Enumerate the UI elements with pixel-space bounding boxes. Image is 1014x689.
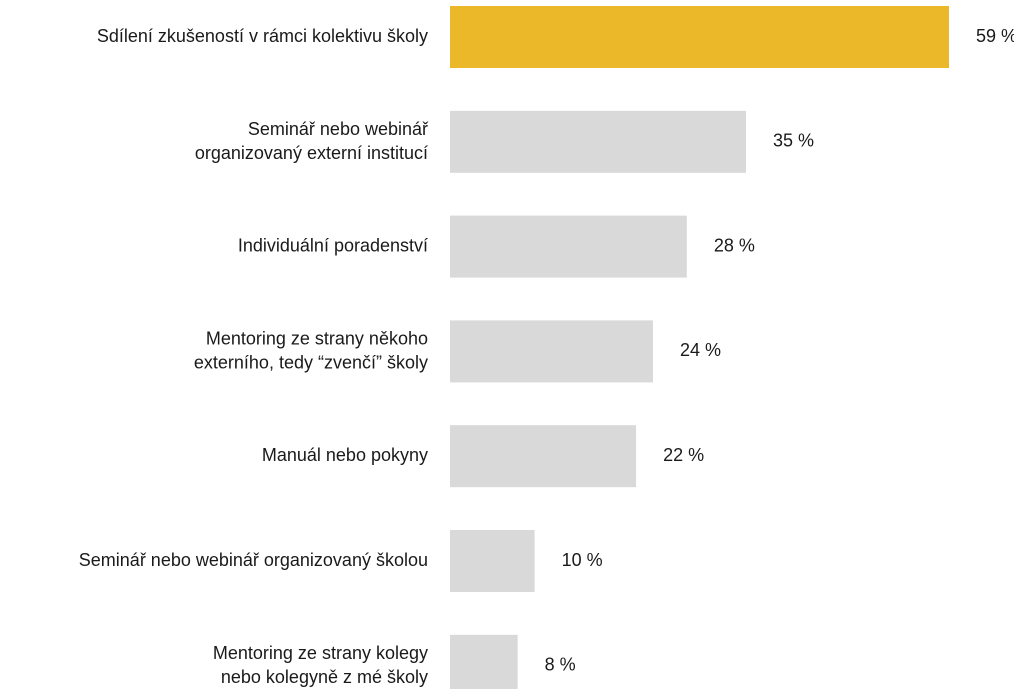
value-label: 59 % (976, 26, 1014, 46)
category-label-line: Seminář nebo webinář (248, 119, 429, 139)
category-label-line: nebo kolegyně z mé školy (221, 667, 428, 687)
category-label-line: Mentoring ze strany kolegy (213, 643, 428, 663)
bar (450, 425, 637, 488)
category-label: Seminář nebo webinář organizovaný školou (79, 550, 428, 570)
category-label-line: Sdílení zkušeností v rámci kolektivu ško… (97, 26, 428, 46)
category-label: Individuální poradenství (238, 235, 428, 255)
category-label-line: organizovaný externí institucí (195, 143, 428, 163)
bar (450, 320, 653, 383)
value-label: 28 % (714, 235, 755, 255)
bar (450, 6, 949, 68)
category-label-line: Manuál nebo pokyny (262, 445, 428, 465)
category-label: Seminář nebo webinář organizovaný externí… (195, 119, 429, 163)
category-label-line: Seminář nebo webinář organizovaný školou (79, 550, 428, 570)
bar (450, 110, 747, 173)
value-label: 24 % (680, 340, 721, 360)
value-label: 8 % (545, 655, 576, 675)
bar (450, 530, 535, 592)
bar (450, 215, 687, 278)
value-label: 10 % (562, 550, 603, 570)
category-label-line: Mentoring ze strany někoho (206, 328, 428, 348)
category-label-line: externího, tedy “zvenčí” školy (194, 352, 428, 372)
category-label: Mentoring ze strany kolegy nebo kolegyně … (213, 643, 428, 687)
value-label: 22 % (663, 445, 704, 465)
category-label-line: Individuální poradenství (238, 235, 428, 255)
category-label: Manuál nebo pokyny (262, 445, 428, 465)
bar (450, 634, 518, 689)
category-label: Mentoring ze strany někoho externího, ted… (194, 328, 428, 372)
value-label: 35 % (773, 131, 814, 151)
category-label: Sdílení zkušeností v rámci kolektivu ško… (97, 26, 428, 46)
